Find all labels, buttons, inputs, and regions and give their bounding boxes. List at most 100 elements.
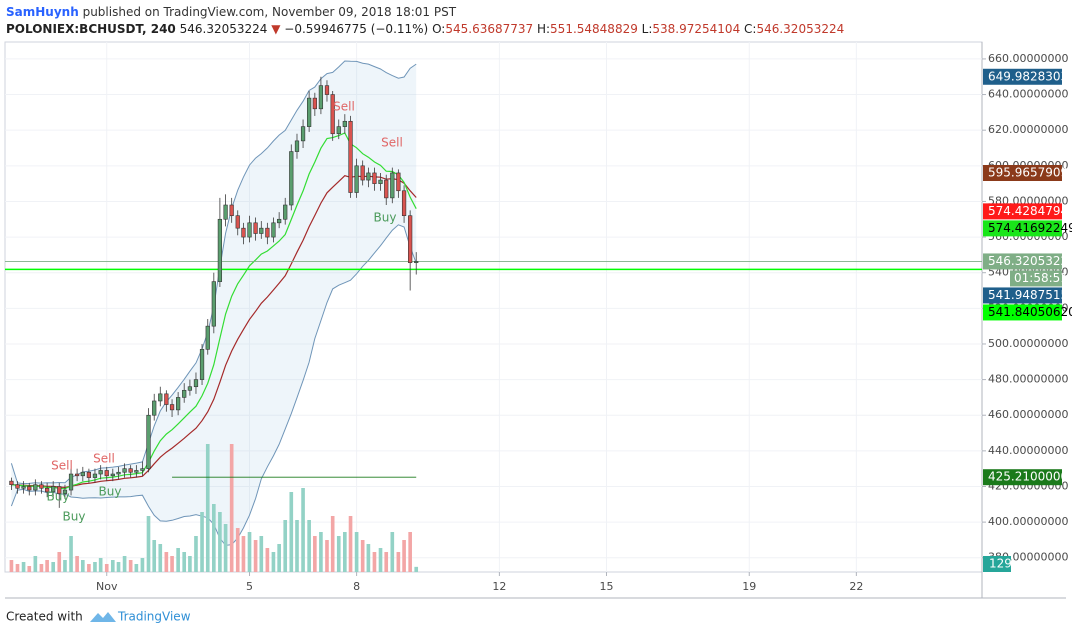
x-tick-label: Nov — [96, 580, 118, 593]
volume-bar — [402, 540, 406, 572]
volume-bar — [229, 444, 234, 572]
c-value: 546.32053224 — [756, 22, 844, 36]
author: SamHuynh — [6, 5, 79, 19]
candle-body — [253, 222, 258, 234]
candle-body — [241, 227, 246, 238]
candle-body — [401, 190, 407, 216]
price-label-box — [983, 253, 1062, 270]
candle-body — [330, 94, 335, 135]
candle-body — [15, 484, 20, 489]
countdown-box — [1010, 270, 1062, 287]
volume-bar — [194, 536, 198, 572]
y-tick-label: 500.00000000 — [988, 337, 1068, 350]
last-price: 546.32053224 — [180, 22, 268, 36]
y-tick-label: 620.00000000 — [988, 123, 1068, 136]
candle-body — [104, 470, 109, 477]
candle-body — [348, 120, 353, 193]
publish-line: SamHuynh published on TradingView.com, N… — [6, 5, 457, 19]
candle-body — [74, 473, 80, 477]
candle-body — [9, 480, 14, 486]
candle-body — [134, 470, 139, 473]
candle-body — [57, 486, 62, 494]
candle-body — [271, 222, 276, 238]
footer-brand[interactable]: TradingView — [117, 610, 191, 624]
candle-body — [277, 218, 282, 224]
candle-body — [223, 204, 228, 220]
volume-bar — [223, 524, 228, 572]
logo — [90, 612, 116, 622]
volume-bar — [218, 512, 222, 572]
x-tick-label: 5 — [246, 580, 253, 593]
candle-body — [51, 486, 56, 493]
y-tick-label: 440.00000000 — [988, 444, 1068, 457]
price-label-box — [983, 469, 1062, 486]
signal-label: Buy — [63, 510, 86, 524]
candle-body — [45, 487, 50, 493]
x-tick-label: 12 — [492, 580, 506, 593]
candle-body — [199, 349, 205, 380]
volume-bar — [247, 532, 252, 572]
candle-body — [116, 471, 121, 475]
signal-label: Buy — [99, 485, 122, 499]
price-label: 425.21000001 — [988, 470, 1072, 484]
volume-bar — [104, 564, 109, 572]
candle-body — [372, 172, 377, 184]
volume-bar — [63, 560, 67, 572]
l-value: 538.97254104 — [652, 22, 740, 36]
volume-bar — [259, 536, 264, 572]
signal-label: Sell — [93, 452, 115, 466]
candle-body — [33, 484, 38, 491]
candle-body — [289, 151, 294, 206]
volume-bar — [27, 566, 32, 572]
volume-bar — [122, 556, 127, 572]
candle-body — [336, 126, 341, 135]
signal-label: Sell — [51, 459, 73, 473]
volume-bar — [87, 564, 91, 572]
volume-bar — [384, 552, 389, 572]
candle-body — [62, 489, 68, 494]
candle-body — [211, 281, 216, 327]
signal-label: Buy — [374, 211, 397, 225]
candle-body — [360, 165, 365, 181]
volume-bar — [414, 566, 419, 572]
price-label: 541.84050620 — [988, 305, 1072, 319]
change: −0.59946775 (−0.11%) — [284, 22, 428, 36]
volume-bar — [408, 532, 412, 572]
candle-body — [39, 484, 44, 489]
volume-bar — [57, 552, 62, 572]
signal-label: Buy — [47, 490, 70, 504]
volume-bar — [158, 544, 163, 572]
candle-body — [342, 120, 347, 127]
volume-bar — [164, 552, 169, 572]
candle-body — [80, 471, 85, 477]
candle-body — [182, 389, 187, 398]
volume-bar — [283, 520, 288, 572]
volume-bar — [360, 540, 365, 572]
h-label: H: — [537, 22, 550, 36]
countdown: 01:58:51 — [1014, 271, 1068, 285]
candle-body — [247, 222, 252, 238]
h-value: 551.54848829 — [550, 22, 638, 36]
price-label-box — [983, 165, 1062, 182]
y-tick-label: 640.00000000 — [988, 88, 1068, 101]
candle-body — [217, 218, 223, 282]
candle-body — [21, 486, 26, 489]
candle-body — [324, 85, 330, 95]
c-label: C: — [744, 22, 756, 36]
volume-bar — [307, 520, 311, 572]
price-label: 574.41692249 — [988, 221, 1072, 235]
candle-body — [414, 261, 419, 263]
candle-body — [229, 204, 234, 216]
volume-bar — [372, 552, 377, 572]
volume-label-box — [983, 556, 1011, 572]
published: published on TradingView.com, November 0… — [83, 5, 457, 19]
volume-label: 129 — [989, 557, 1012, 571]
volume-bar — [366, 544, 371, 572]
candle-body — [158, 393, 163, 402]
candle-body — [408, 215, 413, 263]
volume-bar — [271, 552, 276, 572]
price-label-box — [983, 203, 1062, 220]
x-tick-label: 15 — [599, 580, 613, 593]
chart-layer: 380.00000000400.00000000420.00000000440.… — [5, 42, 1072, 593]
